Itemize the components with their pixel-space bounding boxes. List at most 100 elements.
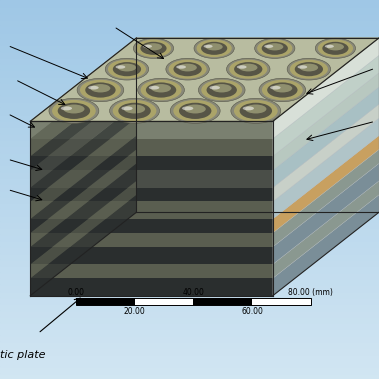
Polygon shape — [30, 247, 273, 264]
Bar — [0, 139, 379, 145]
Ellipse shape — [325, 45, 334, 48]
Ellipse shape — [245, 105, 266, 113]
Text: 80.00 (mm): 80.00 (mm) — [288, 288, 333, 297]
Ellipse shape — [185, 105, 206, 113]
Ellipse shape — [52, 100, 96, 122]
Ellipse shape — [133, 38, 174, 58]
Ellipse shape — [88, 86, 99, 89]
Ellipse shape — [243, 106, 254, 110]
Ellipse shape — [77, 78, 124, 102]
Bar — [76, 298, 311, 305]
Bar — [0, 145, 379, 152]
Ellipse shape — [273, 84, 292, 92]
Polygon shape — [30, 188, 273, 202]
Ellipse shape — [237, 65, 247, 69]
Ellipse shape — [210, 86, 220, 89]
Bar — [0, 76, 379, 82]
Ellipse shape — [179, 64, 197, 72]
Bar — [0, 348, 379, 354]
Bar — [0, 253, 379, 259]
Bar — [252, 298, 311, 305]
Ellipse shape — [315, 38, 356, 58]
Polygon shape — [30, 104, 136, 202]
Ellipse shape — [149, 86, 159, 89]
Polygon shape — [30, 73, 136, 170]
Text: 60.00: 60.00 — [241, 307, 263, 316]
Ellipse shape — [63, 105, 85, 113]
Ellipse shape — [80, 80, 121, 100]
Ellipse shape — [116, 65, 125, 69]
Ellipse shape — [198, 78, 245, 102]
Polygon shape — [273, 38, 379, 139]
Bar — [0, 107, 379, 114]
Bar — [0, 19, 379, 25]
Ellipse shape — [231, 99, 281, 123]
Ellipse shape — [266, 43, 283, 50]
Bar — [0, 310, 379, 316]
Text: 40.00: 40.00 — [182, 288, 204, 297]
Bar — [0, 13, 379, 19]
Bar — [0, 221, 379, 227]
Ellipse shape — [290, 60, 328, 79]
Ellipse shape — [143, 45, 152, 48]
Polygon shape — [30, 233, 273, 247]
Ellipse shape — [255, 38, 295, 58]
Ellipse shape — [259, 78, 306, 102]
Bar — [0, 31, 379, 38]
Text: tic plate: tic plate — [0, 350, 45, 360]
Polygon shape — [30, 139, 273, 156]
Bar — [135, 298, 193, 305]
Bar — [0, 171, 379, 177]
Ellipse shape — [194, 38, 234, 58]
Bar — [0, 82, 379, 88]
Ellipse shape — [182, 106, 193, 110]
Ellipse shape — [204, 45, 213, 48]
Ellipse shape — [85, 82, 116, 98]
Bar — [0, 341, 379, 348]
Ellipse shape — [136, 39, 171, 57]
Ellipse shape — [270, 86, 280, 89]
Polygon shape — [30, 118, 136, 219]
Polygon shape — [30, 87, 136, 188]
Bar — [0, 373, 379, 379]
Ellipse shape — [322, 42, 349, 55]
Ellipse shape — [287, 58, 330, 80]
Bar — [0, 284, 379, 291]
Ellipse shape — [234, 100, 278, 122]
Polygon shape — [30, 163, 136, 264]
Bar — [0, 114, 379, 120]
Polygon shape — [30, 202, 273, 219]
Ellipse shape — [91, 84, 110, 92]
Ellipse shape — [58, 103, 90, 119]
Ellipse shape — [327, 43, 344, 50]
Ellipse shape — [239, 64, 257, 72]
Ellipse shape — [298, 65, 307, 69]
Bar — [0, 227, 379, 234]
Ellipse shape — [176, 65, 186, 69]
Bar — [0, 133, 379, 139]
Bar — [0, 202, 379, 208]
Bar — [0, 25, 379, 31]
Polygon shape — [30, 38, 379, 121]
Bar — [0, 95, 379, 101]
Ellipse shape — [201, 80, 242, 100]
Bar — [0, 196, 379, 202]
Ellipse shape — [227, 58, 270, 80]
Ellipse shape — [61, 106, 72, 110]
Bar — [0, 120, 379, 126]
Bar — [0, 303, 379, 310]
Ellipse shape — [240, 103, 272, 119]
Bar — [0, 234, 379, 240]
Bar — [0, 126, 379, 133]
Polygon shape — [273, 55, 379, 156]
Ellipse shape — [212, 84, 232, 92]
Polygon shape — [30, 136, 136, 233]
Ellipse shape — [262, 80, 303, 100]
Ellipse shape — [234, 62, 262, 76]
Bar — [0, 272, 379, 278]
Bar — [0, 69, 379, 76]
Ellipse shape — [169, 60, 207, 79]
Bar — [0, 44, 379, 50]
Ellipse shape — [121, 106, 133, 110]
Bar — [0, 38, 379, 44]
